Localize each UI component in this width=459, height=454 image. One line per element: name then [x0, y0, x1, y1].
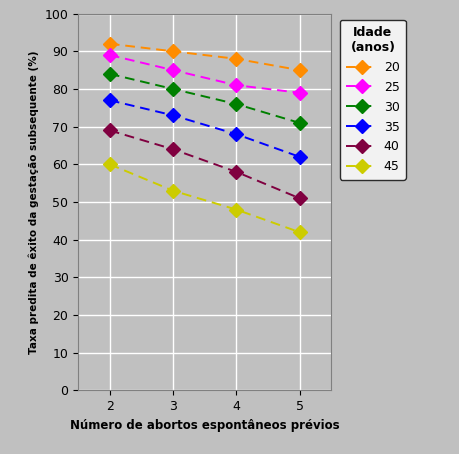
20 — [107, 41, 112, 46]
30 — [233, 101, 239, 107]
25 — [233, 83, 239, 88]
25 — [170, 67, 175, 73]
45 — [170, 188, 175, 193]
Legend: 20, 25, 30, 35, 40, 45: 20, 25, 30, 35, 40, 45 — [339, 20, 405, 180]
20 — [170, 49, 175, 54]
Line: 35: 35 — [105, 95, 304, 162]
40 — [233, 169, 239, 175]
45 — [107, 162, 112, 167]
X-axis label: Número de abortos espontâneos prévios: Número de abortos espontâneos prévios — [70, 419, 339, 432]
35 — [107, 98, 112, 103]
30 — [107, 71, 112, 77]
35 — [296, 154, 302, 159]
35 — [170, 113, 175, 118]
35 — [233, 132, 239, 137]
Line: 40: 40 — [105, 126, 304, 203]
Line: 25: 25 — [105, 50, 304, 98]
45 — [233, 207, 239, 212]
40 — [107, 128, 112, 133]
Y-axis label: Taxa predita de êxito da gestação subsequente (%): Taxa predita de êxito da gestação subseq… — [28, 50, 39, 354]
20 — [296, 67, 302, 73]
Line: 30: 30 — [105, 69, 304, 128]
25 — [107, 52, 112, 58]
40 — [170, 147, 175, 152]
Line: 45: 45 — [105, 159, 304, 237]
Line: 20: 20 — [105, 39, 304, 75]
40 — [296, 196, 302, 201]
30 — [170, 86, 175, 92]
25 — [296, 90, 302, 95]
45 — [296, 229, 302, 235]
20 — [233, 56, 239, 62]
30 — [296, 120, 302, 126]
